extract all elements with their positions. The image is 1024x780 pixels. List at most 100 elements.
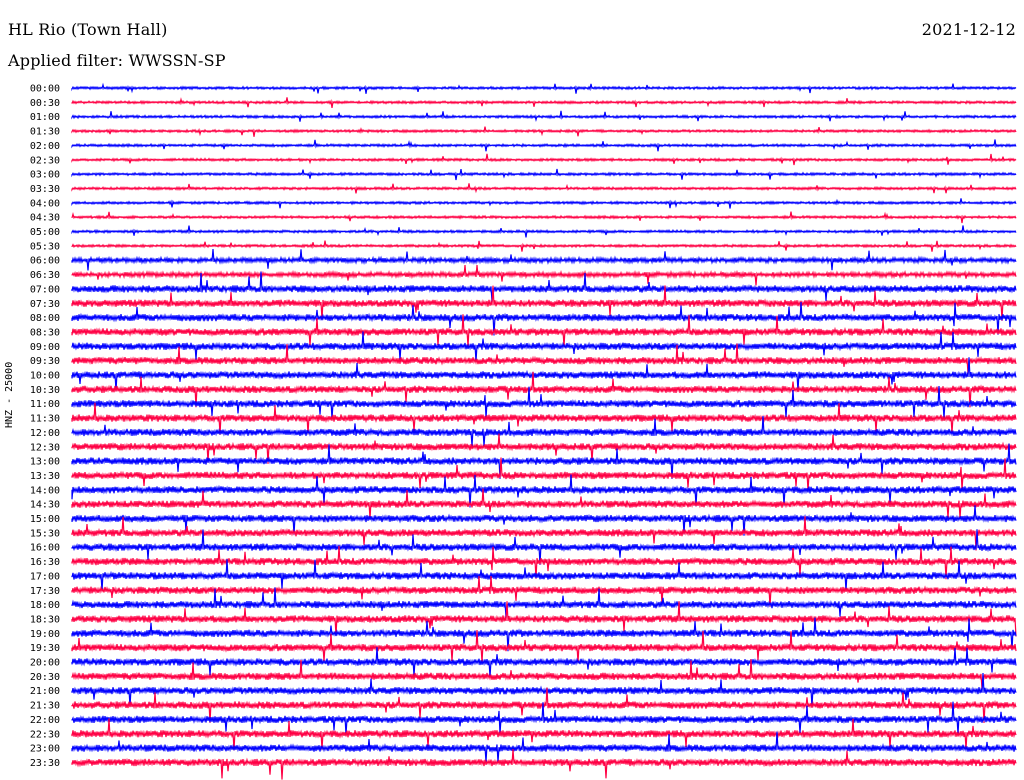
seismic-trace	[71, 587, 1017, 618]
row-time-label: 01:30	[30, 127, 60, 138]
seismic-trace	[71, 168, 1017, 181]
seismic-trace	[71, 575, 1017, 607]
row-time-label: 07:30	[30, 299, 60, 310]
seismic-trace	[71, 110, 1017, 122]
row-time-label: 12:30	[30, 442, 60, 453]
seismic-trace	[71, 443, 1017, 479]
row-time-label: 03:30	[30, 184, 60, 195]
seismic-trace	[71, 731, 1017, 763]
row-time-label: 16:00	[30, 543, 60, 554]
seismic-trace	[71, 402, 1017, 435]
row-time-label: 19:00	[30, 629, 60, 640]
row-time-label: 17:30	[30, 586, 60, 597]
row-time-label: 13:30	[30, 471, 60, 482]
row-time-label: 01:00	[30, 112, 60, 123]
seismic-trace	[71, 153, 1017, 166]
row-time-label: 02:30	[30, 155, 60, 166]
row-time-label: 05:00	[30, 227, 60, 238]
seismic-trace	[71, 371, 1017, 408]
seismic-trace	[71, 749, 1017, 780]
row-time-label: 14:30	[30, 500, 60, 511]
row-time-label: 15:30	[30, 528, 60, 539]
seismic-trace	[71, 314, 1017, 348]
row-time-label: 18:30	[30, 614, 60, 625]
row-time-label: 09:00	[30, 342, 60, 353]
date-label: 2021-12-12	[921, 20, 1016, 39]
row-time-label: 21:00	[30, 686, 60, 697]
row-time-label: 20:30	[30, 672, 60, 683]
row-time-label: 05:30	[30, 241, 60, 252]
row-time-label: 11:30	[30, 414, 60, 425]
seismic-trace	[71, 545, 1017, 580]
row-time-label: 08:00	[30, 313, 60, 324]
row-time-label: 11:00	[30, 399, 60, 410]
seismic-trace	[71, 183, 1017, 194]
seismic-trace	[71, 474, 1017, 508]
seismic-trace	[71, 647, 1017, 678]
seismic-trace	[71, 617, 1017, 652]
row-time-label: 02:00	[30, 141, 60, 152]
seismic-trace	[71, 139, 1017, 152]
seismic-trace	[71, 271, 1017, 303]
seismic-trace	[71, 343, 1017, 374]
seismic-trace	[71, 529, 1017, 565]
station-title: HL Rio (Town Hall)	[8, 20, 168, 39]
seismic-trace	[71, 415, 1017, 447]
row-time-label: 12:00	[30, 428, 60, 439]
seismic-trace	[71, 385, 1017, 420]
seismic-trace	[71, 488, 1017, 520]
row-time-label: 00:00	[30, 84, 60, 95]
row-time-label: 06:30	[30, 270, 60, 281]
seismic-trace	[71, 97, 1017, 108]
seismic-trace	[71, 82, 1017, 94]
seismic-trace	[71, 457, 1017, 492]
row-time-label: 08:30	[30, 327, 60, 338]
row-time-label: 23:30	[30, 758, 60, 769]
row-time-label: 20:00	[30, 658, 60, 669]
row-time-label: 23:00	[30, 744, 60, 755]
seismic-trace	[71, 672, 1017, 708]
row-time-label: 10:00	[30, 371, 60, 382]
row-time-label: 14:00	[30, 485, 60, 496]
seismic-trace	[71, 659, 1017, 690]
seismic-trace	[71, 718, 1017, 751]
row-time-label: 22:00	[30, 715, 60, 726]
row-time-label: 19:30	[30, 643, 60, 654]
seismic-trace	[71, 126, 1017, 137]
row-time-label: 21:30	[30, 701, 60, 712]
seismic-trace	[71, 301, 1017, 336]
row-time-label: 06:00	[30, 256, 60, 267]
row-time-label: 07:00	[30, 284, 60, 295]
row-time-label: 03:00	[30, 170, 60, 181]
seismic-trace	[71, 601, 1017, 637]
seismic-trace	[71, 240, 1017, 252]
seismic-trace	[71, 211, 1017, 224]
row-time-label: 10:30	[30, 385, 60, 396]
row-time-label: 13:00	[30, 457, 60, 468]
filter-label: Applied filter: WWSSN-SP	[8, 51, 226, 70]
seismic-trace	[71, 701, 1017, 736]
seismic-trace	[71, 357, 1017, 392]
seismic-trace	[71, 433, 1017, 464]
row-time-label: 00:30	[30, 98, 60, 109]
seismic-trace	[71, 285, 1017, 321]
row-time-label: 18:00	[30, 600, 60, 611]
row-time-label: 04:30	[30, 213, 60, 224]
y-axis-label: HNZ - 25000	[4, 361, 15, 428]
seismic-trace	[71, 516, 1017, 551]
row-time-label: 04:00	[30, 198, 60, 209]
seismic-trace	[71, 331, 1017, 362]
row-time-label: 17:00	[30, 571, 60, 582]
row-time-label: 22:30	[30, 729, 60, 740]
seismic-trace	[71, 265, 1017, 286]
row-time-label: 15:00	[30, 514, 60, 525]
row-time-label: 16:30	[30, 557, 60, 568]
seismic-trace	[71, 248, 1017, 271]
seismic-trace	[71, 225, 1017, 238]
row-time-label: 09:30	[30, 356, 60, 367]
seismic-trace	[71, 559, 1017, 592]
seismic-trace	[71, 505, 1017, 536]
seismic-trace	[71, 629, 1017, 663]
seismic-trace	[71, 198, 1017, 209]
